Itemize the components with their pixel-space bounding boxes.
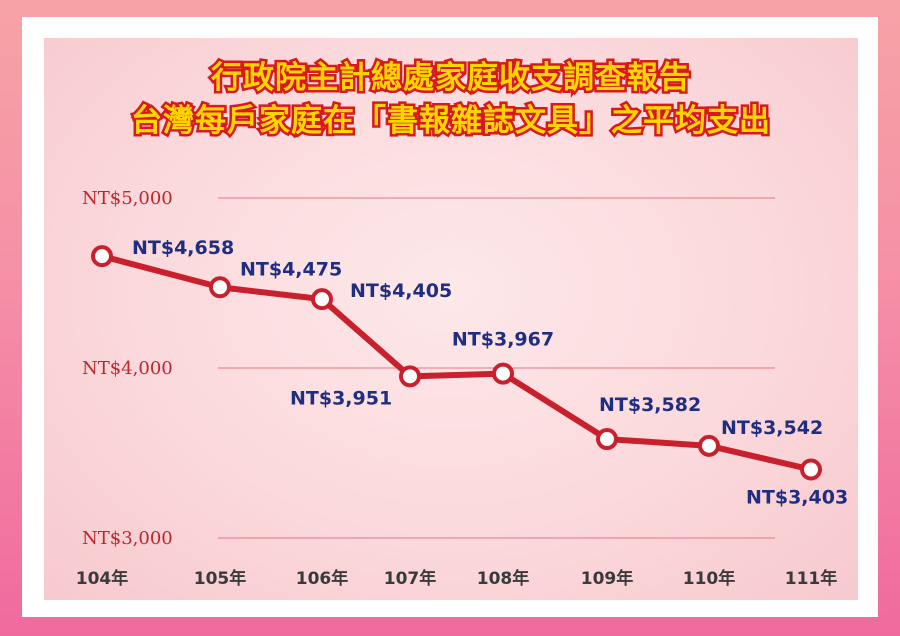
x-axis-ticks: 104年 105年 106年 107年 108年 109年 110年 111年 — [76, 568, 838, 589]
series-line — [99, 253, 814, 473]
data-label: NT$3,582 — [599, 394, 701, 416]
x-tick-label: 107年 — [384, 568, 437, 589]
data-label: NT$4,475 — [240, 258, 342, 280]
data-points — [91, 245, 822, 481]
data-label: NT$3,951 — [290, 387, 392, 409]
data-labels: NT$4,658 NT$4,475 NT$4,405 NT$3,951 NT$3,967… — [132, 237, 848, 508]
data-point — [492, 362, 514, 385]
x-tick-label: 110年 — [683, 568, 736, 589]
x-tick-label: 108年 — [477, 568, 530, 589]
y-axis-ticks: NT$3,000 NT$4,000 NT$5,000 — [82, 188, 173, 549]
x-tick-label: 106年 — [296, 568, 349, 589]
data-label: NT$3,542 — [721, 417, 823, 439]
x-tick-label: 104年 — [76, 568, 129, 589]
data-point — [800, 458, 822, 481]
data-point — [698, 434, 720, 457]
series-polyline — [99, 253, 814, 473]
chart-title-line1: 行政院主計總處家庭收支調查報告 — [209, 58, 693, 99]
data-label: NT$4,405 — [350, 280, 452, 302]
chart-panel — [44, 38, 858, 600]
data-point — [91, 245, 113, 268]
data-point — [596, 428, 618, 451]
data-label: NT$3,403 — [746, 486, 848, 508]
data-label: NT$4,658 — [132, 237, 234, 259]
x-tick-label: 111年 — [785, 568, 838, 589]
y-tick-label-5000: NT$5,000 — [82, 188, 173, 209]
x-tick-label: 105年 — [194, 568, 247, 589]
x-tick-label: 109年 — [581, 568, 634, 589]
data-point — [209, 276, 231, 299]
data-point — [311, 288, 333, 311]
chart-title-line2: 台灣每戶家庭在「書報雜誌文具」之平均支出 — [129, 101, 773, 142]
data-label: NT$3,967 — [452, 329, 554, 351]
y-tick-label-4000: NT$4,000 — [82, 358, 173, 379]
y-tick-label-3000: NT$3,000 — [82, 528, 173, 549]
data-point — [399, 365, 421, 388]
